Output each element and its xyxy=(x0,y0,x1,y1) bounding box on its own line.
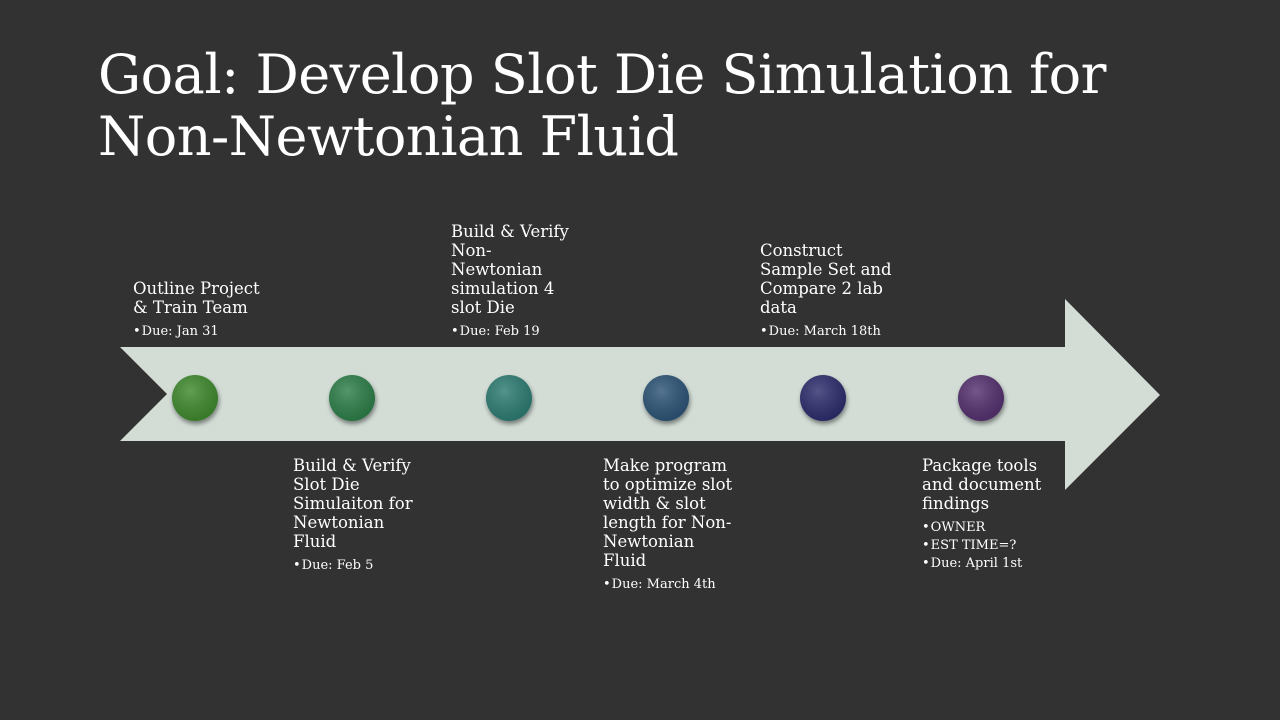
milestone-6: Package tools and document findings OWNE… xyxy=(922,456,1072,573)
milestone-dot-1 xyxy=(172,375,218,421)
milestone-5-due: Due: March 18th xyxy=(760,323,910,341)
milestone-4-details: Due: March 4th xyxy=(603,576,753,594)
milestone-3-heading: Build & Verify Non- Newtonian simulation… xyxy=(451,222,569,317)
milestone-dot-6 xyxy=(958,375,1004,421)
milestone-2-heading: Build & Verify Slot Die Simulaiton for N… xyxy=(293,456,413,551)
slide-title: Goal: Develop Slot Die Simulation for No… xyxy=(98,44,1218,168)
milestone-1-details: Due: Jan 31 xyxy=(133,323,283,341)
title-line-1: Goal: Develop Slot Die Simulation for xyxy=(98,43,1106,106)
milestone-5: Construct Sample Set and Compare 2 lab d… xyxy=(760,199,900,341)
milestone-dot-3 xyxy=(486,375,532,421)
milestone-dot-5 xyxy=(800,375,846,421)
milestone-1-due: Due: Jan 31 xyxy=(133,323,283,341)
milestone-dots xyxy=(172,375,1004,421)
milestone-5-heading: Construct Sample Set and Compare 2 lab d… xyxy=(760,241,892,317)
milestone-2-due: Due: Feb 5 xyxy=(293,557,443,575)
milestone-4: Make program to optimize slot width & sl… xyxy=(603,456,753,594)
milestone-6-owner: OWNER xyxy=(922,519,1072,537)
milestone-dot-2 xyxy=(329,375,375,421)
title-line-2: Non-Newtonian Fluid xyxy=(98,105,679,168)
milestone-3: Build & Verify Non- Newtonian simulation… xyxy=(451,199,591,341)
milestone-1: Outline Project & Train Team Due: Jan 31 xyxy=(133,199,273,341)
milestone-6-heading: Package tools and document findings xyxy=(922,456,1042,513)
milestone-4-due: Due: March 4th xyxy=(603,576,753,594)
milestone-1-heading: Outline Project & Train Team xyxy=(133,279,260,317)
milestone-3-due: Due: Feb 19 xyxy=(451,323,601,341)
milestone-6-est-time: EST TIME=? xyxy=(922,537,1072,555)
milestone-3-details: Due: Feb 19 xyxy=(451,323,601,341)
milestone-dot-4 xyxy=(643,375,689,421)
milestone-6-details: OWNER EST TIME=? Due: April 1st xyxy=(922,519,1072,573)
arrow-shape xyxy=(120,299,1160,490)
milestone-6-due: Due: April 1st xyxy=(922,555,1072,573)
milestone-5-details: Due: March 18th xyxy=(760,323,910,341)
milestone-2: Build & Verify Slot Die Simulaiton for N… xyxy=(293,456,443,575)
milestone-4-heading: Make program to optimize slot width & sl… xyxy=(603,456,733,570)
milestone-2-details: Due: Feb 5 xyxy=(293,557,443,575)
